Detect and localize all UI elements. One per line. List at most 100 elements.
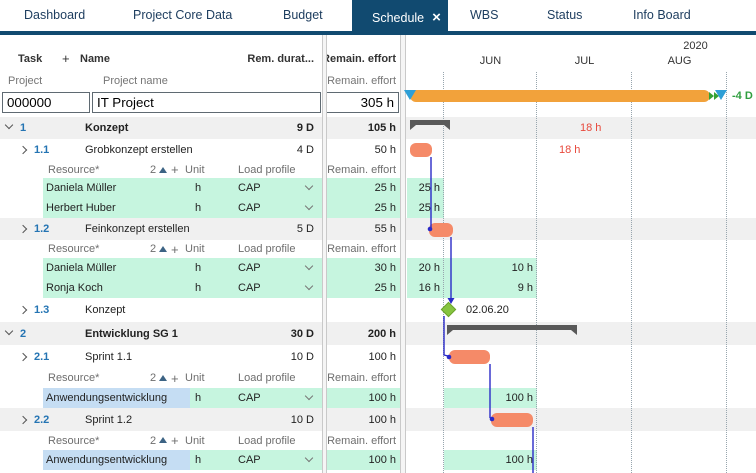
tab-info-board[interactable]: Info Board bbox=[633, 8, 691, 22]
resource-name: Anwendungsentwicklung bbox=[43, 388, 190, 408]
resource-row[interactable]: Anwendungsentwicklung h CAP 100 h bbox=[0, 388, 756, 408]
sort-indicator[interactable]: 2 bbox=[150, 372, 157, 384]
task-row-1[interactable]: 1 Konzept 9 D 105 h bbox=[0, 117, 756, 139]
effort-col-label: Remain. effort bbox=[327, 163, 396, 176]
task-row-1-3[interactable]: 1.3 Konzept bbox=[0, 298, 756, 322]
effort-col-label: Remain. effort bbox=[327, 434, 396, 447]
resource-unit: h bbox=[195, 182, 202, 194]
resource-row[interactable]: Daniela Müller h CAP 30 h bbox=[0, 258, 756, 278]
task-row-2-1[interactable]: 2.1 Sprint 1.1 10 D 100 h bbox=[0, 345, 756, 368]
tab-wbs[interactable]: WBS bbox=[470, 8, 499, 22]
tab-dashboard[interactable]: Dashboard bbox=[24, 8, 86, 22]
summary-bracket-task-1[interactable] bbox=[410, 120, 450, 130]
task-bar-2-1[interactable] bbox=[449, 350, 490, 364]
resource-row[interactable]: Herbert Huber h CAP 25 h bbox=[0, 198, 756, 218]
sort-indicator[interactable]: 2 bbox=[150, 243, 157, 255]
col-header-task[interactable]: Task bbox=[18, 53, 43, 65]
tab-status[interactable]: Status bbox=[547, 8, 583, 22]
task-name: Entwicklung SG 1 bbox=[85, 327, 178, 340]
resource-row[interactable]: Ronja Koch h CAP 25 h bbox=[0, 278, 756, 298]
add-resource-icon[interactable]: + bbox=[171, 162, 179, 177]
scheduled-start-marker-icon[interactable] bbox=[404, 90, 416, 100]
tab-project-core-data[interactable]: Project Core Data bbox=[133, 8, 233, 22]
month-gridline bbox=[631, 72, 632, 473]
effort-col-label: Remain. effort bbox=[327, 372, 396, 384]
expand-icon[interactable] bbox=[18, 352, 28, 362]
resource-row[interactable]: Daniela Müller h CAP 25 h bbox=[0, 178, 756, 198]
task-bar-2-2[interactable] bbox=[491, 413, 533, 427]
task-id: 1.3 bbox=[34, 304, 50, 316]
task-id: 2 bbox=[20, 327, 27, 340]
sort-asc-icon[interactable] bbox=[159, 246, 167, 252]
sort-asc-icon[interactable] bbox=[159, 167, 167, 173]
overload-label-task-1-1: 18 h bbox=[559, 144, 581, 156]
resource-unit: h bbox=[195, 392, 202, 404]
sort-indicator[interactable]: 2 bbox=[150, 434, 157, 447]
sort-asc-icon[interactable] bbox=[159, 437, 167, 443]
expand-icon[interactable] bbox=[18, 224, 28, 234]
project-effort-input[interactable] bbox=[326, 92, 399, 113]
effort-dist-cell: 25 h bbox=[407, 178, 444, 198]
unit-col-label: Unit bbox=[185, 163, 205, 176]
subheader-project: Project bbox=[8, 75, 43, 87]
scheduled-end-marker-icon[interactable] bbox=[715, 90, 727, 100]
subheader-remain-effort: Remain. effort bbox=[327, 75, 396, 87]
resource-name: Herbert Huber bbox=[43, 198, 322, 218]
resource-load-profile[interactable]: CAP bbox=[238, 282, 261, 294]
expand-icon[interactable] bbox=[18, 305, 28, 315]
load-profile-col-label: Load profile bbox=[238, 243, 296, 255]
col-header-rem-duration[interactable]: Rem. durat... bbox=[247, 53, 314, 65]
task-name: Sprint 1.2 bbox=[85, 413, 133, 426]
task-row-1-2[interactable]: 1.2 Feinkonzept erstellen 5 D 55 h bbox=[0, 218, 756, 240]
add-resource-icon[interactable]: + bbox=[171, 370, 179, 386]
sort-indicator[interactable]: 2 bbox=[150, 163, 157, 176]
resource-load-profile[interactable]: CAP bbox=[238, 182, 261, 194]
task-effort: 105 h bbox=[367, 122, 396, 134]
resource-header-row: Resource* 2 + Unit Load profile Remain. … bbox=[0, 368, 756, 388]
month-gridline bbox=[726, 72, 727, 473]
add-resource-icon[interactable]: + bbox=[171, 241, 179, 257]
add-column-icon[interactable]: + bbox=[62, 51, 70, 66]
panel-separator[interactable] bbox=[400, 35, 406, 473]
effort-dist-cell: 20 h bbox=[407, 258, 444, 278]
tab-budget[interactable]: Budget bbox=[283, 8, 323, 22]
task-duration: 4 D bbox=[296, 144, 314, 156]
expand-icon[interactable] bbox=[18, 145, 28, 155]
sort-asc-icon[interactable] bbox=[159, 375, 167, 381]
project-summary-bar[interactable] bbox=[410, 90, 710, 102]
task-bar-1-1[interactable] bbox=[410, 143, 432, 157]
summary-bracket-task-2[interactable] bbox=[447, 325, 577, 335]
resource-name: Daniela Müller bbox=[43, 178, 322, 198]
resource-load-profile[interactable]: CAP bbox=[238, 202, 261, 214]
expand-icon[interactable] bbox=[18, 415, 28, 425]
column-separator[interactable] bbox=[322, 35, 327, 473]
task-row-2-2[interactable]: 2.2 Sprint 1.2 10 D 100 h bbox=[0, 408, 756, 431]
resource-load-profile[interactable]: CAP bbox=[238, 454, 261, 466]
load-profile-col-label: Load profile bbox=[238, 163, 296, 176]
task-row-1-1[interactable]: 1.1 Grobkonzept erstellen 4 D 50 h bbox=[0, 139, 756, 161]
col-header-remain-effort[interactable]: Remain. effort bbox=[322, 53, 396, 65]
collapse-icon[interactable] bbox=[4, 120, 14, 130]
resource-load-profile[interactable]: CAP bbox=[238, 392, 261, 404]
task-row-2[interactable]: 2 Entwicklung SG 1 30 D 200 h bbox=[0, 322, 756, 345]
task-effort: 100 h bbox=[368, 350, 396, 363]
effort-dist-cell: 10 h bbox=[444, 258, 537, 278]
resource-load-profile[interactable]: CAP bbox=[238, 262, 261, 274]
tab-schedule[interactable]: Schedule × bbox=[352, 0, 448, 35]
resource-effort: 25 h bbox=[327, 178, 400, 198]
task-duration: 30 D bbox=[290, 327, 314, 340]
resource-row[interactable]: Anwendungsentwicklung h CAP 100 h bbox=[0, 450, 756, 470]
collapse-icon[interactable] bbox=[4, 326, 14, 336]
project-name-input[interactable] bbox=[92, 92, 321, 113]
resource-col-label: Resource* bbox=[48, 372, 100, 384]
col-header-name[interactable]: Name bbox=[80, 53, 110, 65]
task-bar-1-2[interactable] bbox=[429, 223, 453, 237]
project-id-input[interactable] bbox=[2, 92, 90, 113]
month-gridline bbox=[443, 72, 444, 473]
close-icon[interactable]: × bbox=[432, 9, 441, 26]
resource-col-label: Resource* bbox=[48, 163, 100, 176]
task-effort: 100 h bbox=[368, 413, 396, 426]
task-duration: 10 D bbox=[290, 350, 314, 363]
add-resource-icon[interactable]: + bbox=[171, 433, 179, 448]
